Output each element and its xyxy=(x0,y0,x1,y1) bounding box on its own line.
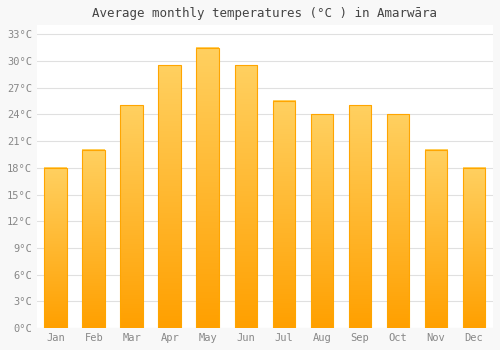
Bar xyxy=(158,65,182,328)
Bar xyxy=(234,65,258,328)
Bar xyxy=(386,114,409,328)
Bar xyxy=(272,101,295,328)
Bar xyxy=(82,150,105,328)
Bar xyxy=(196,48,220,328)
Bar xyxy=(462,168,485,328)
Bar xyxy=(120,105,144,328)
Title: Average monthly temperatures (°C ) in Amarwāra: Average monthly temperatures (°C ) in Am… xyxy=(92,7,438,20)
Bar xyxy=(424,150,448,328)
Bar xyxy=(44,168,67,328)
Bar xyxy=(348,105,372,328)
Bar xyxy=(310,114,334,328)
